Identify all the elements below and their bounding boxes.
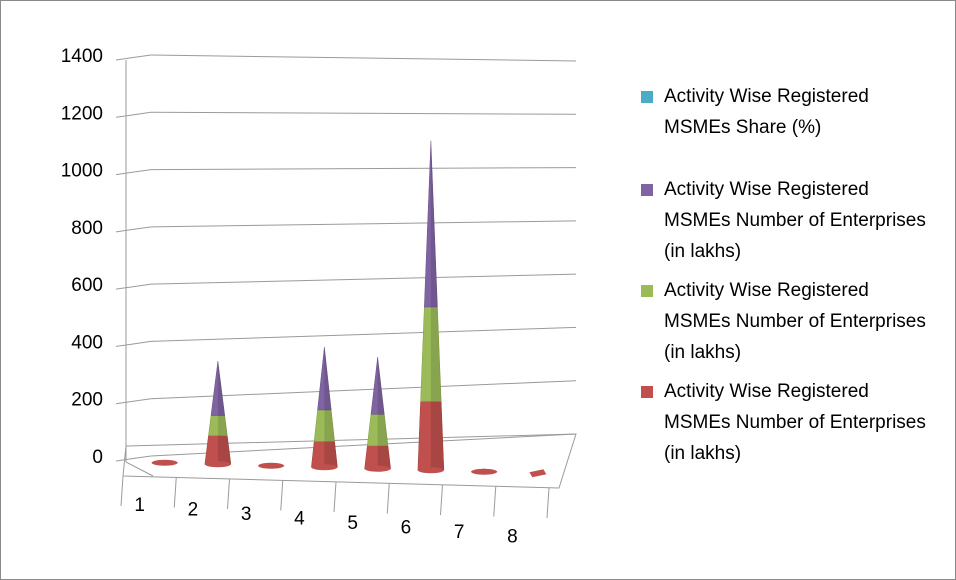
legend-swatch-purple [641, 184, 653, 196]
floor-marker [529, 469, 547, 478]
floor-tick [173, 477, 177, 508]
y-tick-label: 800 [71, 218, 103, 239]
x-tick-label: 3 [241, 504, 252, 525]
x-tick-label: 6 [401, 517, 412, 538]
floor-tick [440, 484, 443, 516]
legend-item-share: Activity Wise Registered MSMEs Share (%) [641, 81, 941, 143]
chart-floor-plane [122, 433, 577, 489]
y-tick-label: 400 [71, 332, 103, 353]
axis-base [125, 461, 154, 477]
gridline-side [115, 169, 152, 176]
gridline-side [115, 226, 152, 233]
gridline [150, 326, 577, 342]
floor-tick [333, 481, 337, 513]
cone-shade [377, 357, 385, 415]
gridline [150, 111, 577, 115]
legend-item-enterprises-purple: Activity Wise Registered MSMEs Number of… [641, 174, 941, 267]
y-tick-label: 600 [71, 275, 103, 296]
gridline-side [115, 283, 152, 290]
gridline-side [115, 111, 152, 118]
floor-tick [493, 486, 497, 517]
gridline-side [115, 54, 152, 61]
x-tick-labels: 1 2 3 4 5 6 7 8 [134, 495, 517, 548]
y-tick-label: 0 [92, 447, 103, 468]
floor-tick [227, 478, 230, 510]
cone-segment [370, 357, 385, 415]
gridline [150, 220, 577, 228]
y-tick-label: 1200 [61, 103, 103, 124]
cone-shade [217, 435, 231, 465]
cone-base [204, 461, 231, 468]
x-tick-label: 4 [294, 508, 305, 529]
x-tick-label: 5 [347, 513, 358, 534]
y-tick-label: 1000 [61, 161, 103, 182]
cone-base [311, 464, 338, 471]
legend: Activity Wise Registered MSMEs Share (%)… [641, 81, 941, 469]
y-tick-label: 200 [71, 390, 103, 411]
cone-base [471, 468, 498, 475]
cone-segment [210, 361, 226, 416]
gridline [150, 273, 577, 285]
legend-item-enterprises-red: Activity Wise Registered MSMEs Number of… [641, 376, 941, 469]
cone-base [151, 459, 178, 466]
cone-marks [151, 140, 547, 478]
cone-shade [217, 415, 228, 436]
legend-swatch-green [641, 285, 653, 297]
x-tick-label: 2 [188, 499, 199, 520]
cone-shade [430, 401, 444, 471]
cone-shade [430, 306, 442, 402]
cone-shade [377, 445, 391, 469]
cone-shade [217, 361, 225, 416]
y-tick-labels: 0 200 400 600 800 1000 1200 1400 [61, 46, 103, 468]
legend-item-enterprises-green: Activity Wise Registered MSMEs Number of… [641, 275, 941, 368]
cone-shade [324, 409, 335, 442]
cone-base [258, 462, 285, 469]
gridline-side [115, 455, 152, 462]
cone-segment [317, 346, 332, 411]
x-tick-label: 7 [454, 522, 465, 543]
legend-swatch-red [641, 386, 653, 398]
gridline-side [115, 398, 152, 405]
floor-tick [280, 480, 284, 511]
cone-shade [377, 414, 388, 446]
legend-label-green: Activity Wise Registered MSMEs Number of… [664, 280, 926, 363]
cone-segment [424, 140, 438, 308]
chart-floor [120, 433, 577, 519]
floor-tick [386, 483, 390, 514]
gridline [150, 54, 577, 62]
legend-label-share: Activity Wise Registered MSMEs Share (%) [664, 86, 869, 138]
gridline-side [115, 340, 152, 347]
floor-tick [546, 487, 550, 519]
legend-swatch-share [641, 91, 653, 103]
x-tick-label: 8 [507, 526, 518, 547]
x-tick-label: 1 [134, 495, 145, 516]
cone-shade [324, 441, 338, 468]
gridline [150, 167, 577, 171]
gridlines [115, 54, 577, 462]
floor-tick [120, 475, 124, 507]
cone-shade [430, 140, 438, 307]
y-tick-label: 1400 [61, 46, 103, 67]
cone-base [364, 465, 391, 472]
cone-base [417, 467, 444, 474]
legend-label-purple: Activity Wise Registered MSMEs Number of… [664, 179, 926, 262]
legend-label-red: Activity Wise Registered MSMEs Number of… [664, 381, 926, 464]
cone-shade [324, 346, 332, 410]
value-axis [125, 60, 154, 477]
